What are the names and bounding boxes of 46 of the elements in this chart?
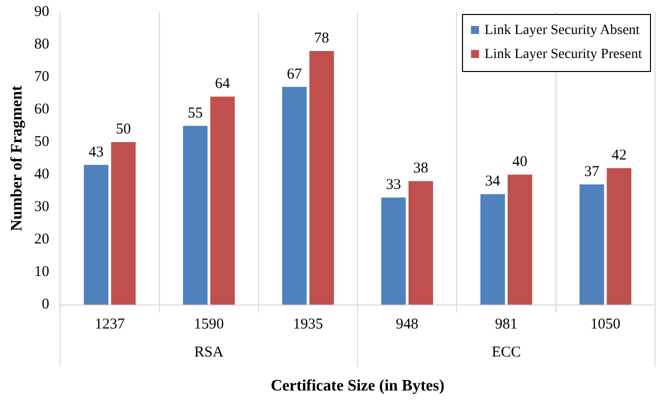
x-axis-title: Certificate Size (in Bytes) xyxy=(270,378,444,395)
y-tick-label: 10 xyxy=(34,264,50,280)
legend-label: Link Layer Security Absent xyxy=(484,23,640,38)
bar xyxy=(282,86,307,305)
bar xyxy=(580,184,604,305)
data-label: 38 xyxy=(413,160,428,177)
data-label: 55 xyxy=(188,105,203,122)
data-label: 40 xyxy=(512,154,528,170)
y-tick-label: 0 xyxy=(42,296,50,313)
bar xyxy=(381,197,406,305)
y-tick-label: 90 xyxy=(34,4,50,20)
x-tick-label: 1050 xyxy=(590,316,620,333)
y-tick-label: 50 xyxy=(34,134,50,150)
bar xyxy=(183,126,208,305)
y-tick-label: 80 xyxy=(34,36,50,52)
y-tick-label: 70 xyxy=(34,69,50,86)
bar xyxy=(84,164,108,305)
bar xyxy=(508,174,532,305)
x-tick-label: 948 xyxy=(396,316,418,333)
legend-label: Link Layer Security Present xyxy=(484,47,642,62)
data-label: 42 xyxy=(612,148,627,164)
x-tick-label: 1590 xyxy=(194,316,224,333)
x-tick-label: 981 xyxy=(495,316,518,333)
y-tick-label: 40 xyxy=(34,166,50,183)
y-tick-label: 20 xyxy=(34,232,50,248)
y-tick-label: 60 xyxy=(34,102,50,118)
text: ECC xyxy=(492,344,521,361)
x-tick-label: 1237 xyxy=(94,316,126,333)
data-label: 37 xyxy=(584,164,600,180)
bar xyxy=(480,194,505,305)
data-label: 64 xyxy=(215,76,231,92)
bar xyxy=(606,168,632,305)
data-label: 78 xyxy=(314,30,330,46)
bar xyxy=(408,181,434,305)
y-tick-label: 30 xyxy=(34,199,50,216)
text: RSA xyxy=(194,344,224,361)
data-label: 34 xyxy=(485,174,501,190)
data-label: 50 xyxy=(116,122,131,138)
y-axis-title: Number of Fragment xyxy=(8,85,26,232)
data-label: 67 xyxy=(286,66,302,82)
bar xyxy=(309,51,334,305)
x-tick-label: 1935 xyxy=(293,316,324,333)
bar xyxy=(111,142,136,305)
data-label: 33 xyxy=(386,176,402,193)
bar xyxy=(210,96,235,305)
data-label: 43 xyxy=(88,144,104,160)
